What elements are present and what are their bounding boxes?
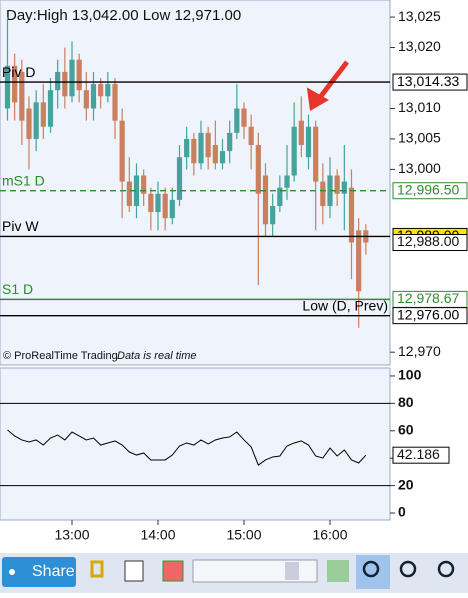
candle-body xyxy=(320,181,326,206)
candle-body xyxy=(69,59,75,97)
level-box xyxy=(392,73,468,91)
zoom-out[interactable] xyxy=(399,560,417,578)
copyright: © ProRealTime Trading xyxy=(3,350,118,362)
y-tick-label: 80 xyxy=(398,394,414,410)
share-icon xyxy=(9,569,15,575)
candle-body xyxy=(334,175,340,194)
candle-body xyxy=(227,132,233,152)
y-tick-label: 60 xyxy=(398,421,414,437)
candle-body xyxy=(40,102,46,127)
last-price-box xyxy=(392,234,468,252)
level-box xyxy=(392,307,468,325)
candle-body xyxy=(133,175,140,206)
candle-body xyxy=(55,71,61,91)
level-label: 12,996.50 xyxy=(397,181,459,197)
scroll-thumb[interactable] xyxy=(285,562,299,580)
candle-body xyxy=(219,151,226,164)
last-price-label: 12,988.00 xyxy=(397,233,459,249)
candle-body xyxy=(12,65,18,103)
candle-body xyxy=(184,138,190,158)
y-tick-label: 13,020 xyxy=(398,38,441,54)
candle-body xyxy=(83,90,89,109)
candle-body xyxy=(119,120,125,182)
level-name: Piv D xyxy=(2,64,35,80)
candle-body xyxy=(241,108,247,127)
zoom-in[interactable] xyxy=(437,560,455,578)
candle-body xyxy=(112,84,118,121)
last-value-box xyxy=(392,446,450,464)
level-name: Piv W xyxy=(2,218,39,234)
candle-body xyxy=(33,102,39,139)
candle-body xyxy=(169,199,175,219)
y-tick-label: 20 xyxy=(398,476,414,492)
candle-body xyxy=(4,65,11,109)
tool[interactable] xyxy=(124,560,144,582)
candle-body xyxy=(277,187,283,206)
candle-body xyxy=(298,120,304,146)
candle-body xyxy=(198,132,204,164)
candle-body xyxy=(348,187,355,243)
x-tick-label: 13:00 xyxy=(54,527,89,543)
candle-body xyxy=(212,145,218,164)
candle-body xyxy=(141,175,147,194)
y-tick-label: 13,000 xyxy=(398,160,441,176)
y-tick-label: 13,005 xyxy=(398,130,441,146)
candle-body xyxy=(155,193,161,213)
candle-body xyxy=(262,175,269,225)
candle-body xyxy=(90,84,97,109)
candle-body xyxy=(284,175,290,188)
arrow xyxy=(306,60,349,112)
candle-body xyxy=(270,205,276,225)
candle-body xyxy=(255,145,261,194)
candle-body xyxy=(162,193,168,219)
y-tick-label: 100 xyxy=(398,367,422,383)
candle-body xyxy=(205,132,211,158)
note: Data is real time xyxy=(117,350,196,362)
level-label: 12,976.00 xyxy=(397,306,459,322)
y-tick-label: 13,010 xyxy=(398,99,441,115)
candle-body xyxy=(191,138,197,164)
candle-body xyxy=(148,193,154,213)
level-name: S1 D xyxy=(2,281,33,297)
level-label: 12,978.67 xyxy=(397,290,459,306)
candle-body xyxy=(26,108,32,139)
tool-icons[interactable] xyxy=(90,555,455,589)
candle-body xyxy=(234,108,240,133)
chart-title: Day:High 13,042.00 Low 12,971.00 xyxy=(6,7,241,24)
level-name: mS1 D xyxy=(2,172,45,188)
candle-body xyxy=(313,126,319,182)
indicator-line xyxy=(7,429,367,466)
candle-body xyxy=(62,71,68,97)
level-name: Low (D, Prev) xyxy=(302,297,388,313)
candle-body xyxy=(291,126,297,176)
candle-body xyxy=(126,181,132,206)
tool[interactable] xyxy=(162,560,184,582)
x-tick-label: 16:00 xyxy=(312,527,347,543)
candle-body xyxy=(19,71,25,121)
x-tick-label: 15:00 xyxy=(226,527,261,543)
tool-active[interactable] xyxy=(356,555,390,589)
candle-body xyxy=(76,59,82,91)
candle-body xyxy=(305,126,312,158)
y-tick-label: 13,025 xyxy=(398,8,441,24)
candle-body xyxy=(248,126,254,146)
tool[interactable] xyxy=(327,560,349,582)
candle-body xyxy=(47,90,54,127)
tool[interactable] xyxy=(90,560,104,578)
level-box xyxy=(392,182,468,200)
zoom-icon[interactable] xyxy=(362,560,380,578)
candle-body xyxy=(98,84,104,97)
candle-body xyxy=(341,181,347,194)
level-label: 13,014.33 xyxy=(397,73,459,89)
candle-body xyxy=(105,84,111,97)
candle-body xyxy=(356,230,362,292)
candle-body xyxy=(176,157,183,200)
share-button[interactable] xyxy=(2,557,76,587)
last-value-label: 42.186 xyxy=(397,446,440,462)
y-tick-label: 12,970 xyxy=(398,343,441,359)
share-label[interactable]: Share xyxy=(32,563,75,580)
y-tick-label: 0 xyxy=(398,504,406,520)
x-tick-label: 14:00 xyxy=(140,527,175,543)
